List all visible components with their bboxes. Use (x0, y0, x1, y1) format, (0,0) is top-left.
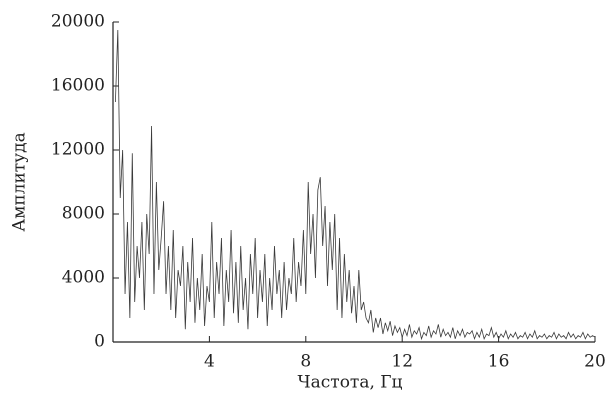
y-axis-label: Амплитуда (10, 132, 30, 232)
x-tick-label: 20 (584, 352, 606, 372)
y-tick-label: 0 (94, 332, 105, 352)
x-tick-label: 8 (300, 352, 311, 372)
x-tick-label: 4 (204, 352, 215, 372)
y-tick-label: 16000 (51, 76, 105, 96)
y-tick-label: 12000 (51, 140, 105, 160)
y-tick-label: 20000 (51, 12, 105, 32)
x-axis-label: Частота, Гц (298, 373, 403, 393)
x-tick-label: 16 (488, 352, 510, 372)
y-tick-label: 8000 (62, 204, 105, 224)
x-tick-label: 12 (391, 352, 413, 372)
spectrum-line (115, 29, 596, 341)
y-tick-label: 4000 (62, 268, 105, 288)
